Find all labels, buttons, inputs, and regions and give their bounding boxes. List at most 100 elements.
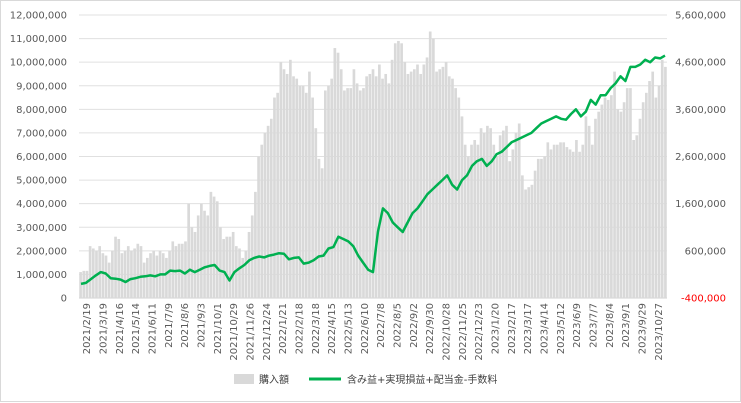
x-axis-tick: 2022/3/18	[311, 303, 322, 354]
bar	[393, 43, 397, 298]
bar	[209, 191, 213, 298]
bar	[568, 149, 572, 298]
bar	[273, 97, 276, 299]
bar	[524, 189, 527, 298]
left-axis-tick: 5,000,000	[16, 176, 67, 187]
bar	[133, 248, 136, 298]
bar	[279, 62, 283, 298]
bar	[257, 156, 260, 298]
bar	[165, 257, 168, 298]
bar	[645, 92, 648, 298]
bar	[225, 236, 229, 298]
bar	[190, 227, 194, 298]
bar	[460, 116, 464, 299]
bar	[282, 69, 286, 298]
x-axis-tick: 2021/10/29	[229, 303, 240, 361]
bar	[594, 118, 597, 299]
bar	[635, 135, 639, 298]
right-axis-tick: 4,600,000	[675, 58, 726, 69]
bar	[289, 59, 292, 298]
bar	[603, 97, 607, 299]
bar	[378, 64, 381, 299]
bar	[187, 203, 190, 298]
x-axis-tick: 2022/11/25	[458, 303, 469, 361]
bar	[517, 123, 521, 298]
x-axis-tick: 2021/12/24	[262, 303, 273, 361]
bar	[343, 90, 346, 298]
right-axis-tick: -400,000	[681, 294, 726, 305]
x-axis-tick: 2022/4/15	[327, 303, 338, 354]
bar	[556, 144, 559, 298]
bar	[549, 149, 553, 298]
bar	[381, 78, 384, 298]
bar	[314, 128, 318, 298]
bar	[260, 144, 264, 298]
bar	[428, 31, 432, 299]
bar	[498, 135, 502, 298]
bar	[254, 191, 257, 298]
bar	[397, 40, 400, 299]
bar	[648, 81, 651, 299]
bar	[571, 151, 575, 298]
bar	[622, 102, 626, 298]
bar	[616, 109, 620, 298]
bar	[212, 196, 216, 298]
bar	[657, 85, 661, 298]
x-axis-tick: 2023/9/29	[638, 303, 649, 354]
bar	[403, 62, 407, 298]
left-axis-tick: 9,000,000	[16, 81, 67, 92]
bar	[339, 69, 343, 298]
x-axis-tick: 2021/7/9	[164, 303, 175, 348]
bar	[651, 71, 655, 298]
bar	[489, 128, 492, 298]
bar	[308, 71, 311, 298]
bar	[387, 83, 391, 299]
bar	[323, 90, 327, 298]
left-axis-tick: 7,000,000	[16, 128, 67, 139]
bar	[330, 78, 334, 298]
bar	[432, 38, 435, 298]
bar	[295, 78, 299, 298]
x-axis-tick: 2022/5/13	[344, 303, 355, 354]
bar	[486, 125, 489, 298]
left-axis-tick: 12,000,000	[10, 11, 67, 22]
bar	[546, 142, 550, 298]
bar	[152, 250, 156, 298]
bar	[231, 231, 235, 298]
bar	[142, 262, 146, 298]
x-axis-tick: 2023/10/27	[654, 303, 665, 361]
x-axis-tick: 2022/9/30	[425, 303, 436, 354]
bar	[587, 125, 591, 298]
bar	[371, 69, 375, 298]
bar	[660, 59, 664, 298]
right-axis-tick: 5,600,000	[675, 11, 726, 22]
bar	[412, 69, 416, 298]
bar	[664, 66, 667, 298]
x-axis-tick: 2022/12/23	[474, 303, 485, 361]
bar	[613, 71, 616, 298]
bar	[88, 246, 92, 298]
bar	[126, 246, 130, 298]
bar	[444, 62, 448, 298]
bar	[654, 97, 658, 299]
bar	[349, 88, 353, 298]
bar	[606, 99, 610, 299]
bar	[406, 73, 410, 298]
bar	[123, 250, 127, 298]
bar	[301, 85, 305, 298]
bar	[352, 69, 356, 298]
bar	[575, 139, 578, 298]
bar	[590, 144, 594, 298]
x-axis-tick: 2021/11/26	[246, 303, 257, 361]
bar	[454, 88, 457, 298]
bar	[451, 78, 454, 298]
bar	[269, 118, 273, 299]
bar	[327, 85, 330, 298]
x-axis-tick: 2021/8/6	[180, 303, 191, 348]
left-axis-tick: 8,000,000	[16, 105, 67, 116]
bar	[511, 149, 515, 298]
bar	[215, 201, 219, 298]
bar	[530, 184, 534, 298]
x-axis-tick: 2021/9/3	[197, 303, 208, 348]
